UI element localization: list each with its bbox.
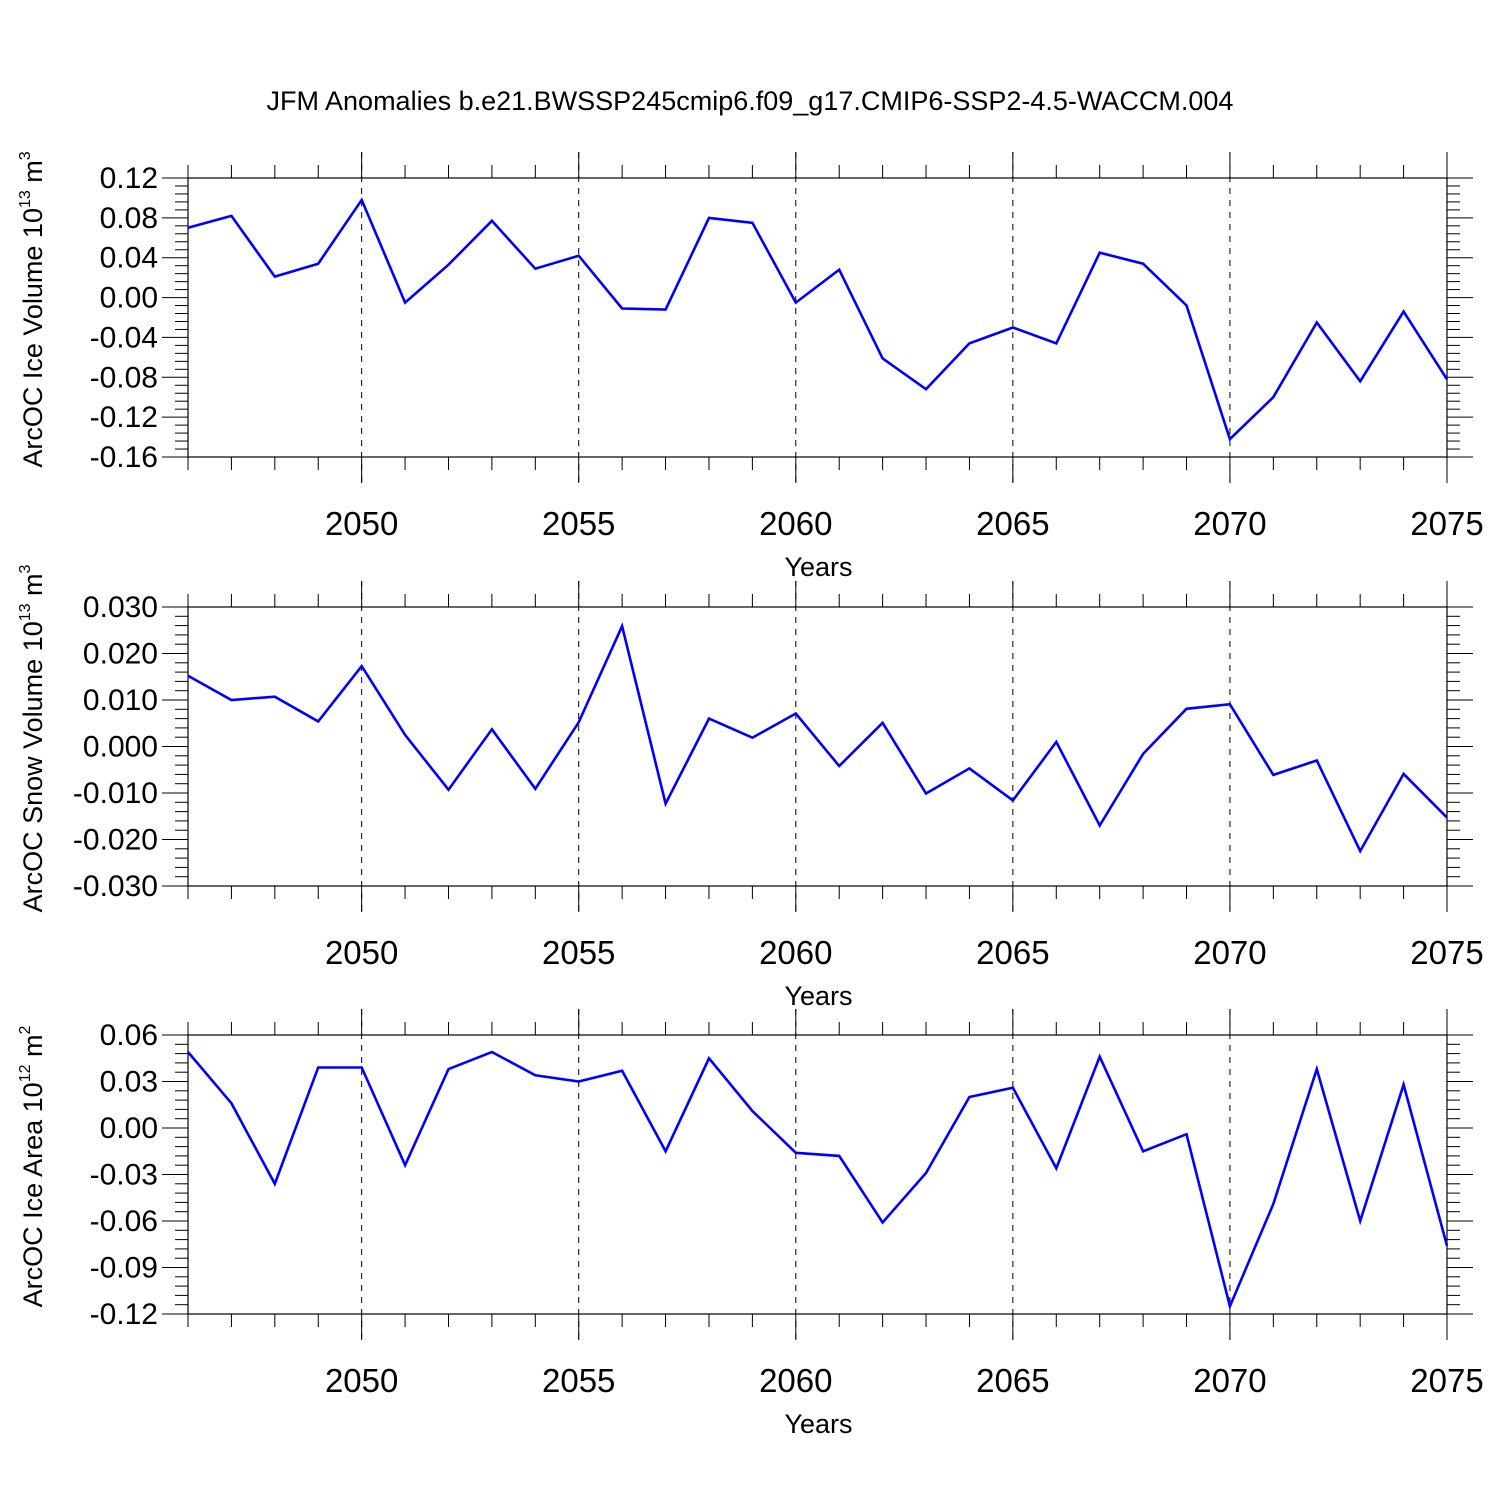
- y-tick-label: 0.000: [83, 731, 158, 764]
- y-tick-label: 0.00: [100, 1112, 158, 1145]
- x-tick-label: 2075: [1410, 1362, 1483, 1399]
- y-tick-label: 0.12: [100, 162, 158, 195]
- y-tick-label: -0.16: [90, 441, 158, 474]
- y-tick-label: -0.04: [90, 321, 158, 354]
- x-tick-label: 2065: [976, 505, 1049, 542]
- x-tick-label: 2055: [542, 1362, 615, 1399]
- chart-panel-2: 0.030 0.020 0.010 0.000 -0.010 -0.020 -0.030 20…: [17, 564, 1484, 1011]
- plot-frame: [187, 606, 1448, 887]
- x-tick-label: 2075: [1410, 505, 1483, 542]
- x-tick-label: 2070: [1193, 505, 1266, 542]
- x-tick-label: 2060: [759, 1362, 832, 1399]
- y-tick-label: 0.06: [100, 1019, 158, 1052]
- chart-panel-1: 0.12 0.08 0.04 0.00 -0.04 -0.08 -0.12 -0.16 2050…: [17, 151, 1484, 582]
- series-line: [187, 1050, 1449, 1311]
- plot-frame: [187, 1034, 1448, 1315]
- y-axis-label: ArcOC Ice Area 1012 m2: [17, 1026, 48, 1308]
- y-tick-label: 0.04: [100, 242, 158, 275]
- x-tick-label: 2055: [542, 934, 615, 971]
- y-tick-label: -0.12: [90, 401, 158, 434]
- y-tick-label: -0.12: [90, 1298, 158, 1331]
- x-tick-label: 2060: [759, 505, 832, 542]
- series-line: [187, 197, 1449, 442]
- y-tick-label: 0.00: [100, 282, 158, 315]
- x-tick-label: 2050: [325, 1362, 398, 1399]
- y-tick-label: -0.06: [90, 1205, 158, 1238]
- y-tick-label: 0.08: [100, 202, 158, 235]
- y-tick-label: 0.010: [83, 684, 158, 717]
- x-tick-label: 2060: [759, 934, 832, 971]
- y-tick-label: -0.03: [90, 1159, 158, 1192]
- y-tick-label: -0.08: [90, 361, 158, 394]
- x-tick-label: 2075: [1410, 934, 1483, 971]
- x-axis-label: Years: [784, 981, 852, 1011]
- x-tick-label: 2050: [325, 934, 398, 971]
- x-tick-label: 2055: [542, 505, 615, 542]
- chart-title: JFM Anomalies b.e21.BWSSP245cmip6.f09_g1…: [267, 86, 1234, 116]
- x-tick-label: 2065: [976, 1362, 1049, 1399]
- plot-frame: [187, 177, 1448, 458]
- x-axis-label: Years: [784, 1409, 852, 1439]
- x-tick-label: 2065: [976, 934, 1049, 971]
- y-axis-label: ArcOC Snow Volume 1013 m3: [17, 564, 48, 912]
- chart-panel-3: 0.06 0.03 0.00 -0.03 -0.06 -0.09 -0.12 2050 2055…: [17, 1009, 1484, 1439]
- series-line: [187, 622, 1448, 854]
- y-tick-label: 0.03: [100, 1066, 158, 1099]
- y-tick-label: 0.030: [83, 591, 158, 624]
- y-tick-label: 0.020: [83, 638, 158, 671]
- y-tick-label: -0.020: [73, 824, 158, 857]
- y-tick-label: -0.09: [90, 1252, 158, 1285]
- x-axis-label: Years: [784, 552, 852, 582]
- y-axis-label: ArcOC Ice Volume 1013 m3: [17, 151, 48, 467]
- x-tick-label: 2070: [1193, 934, 1266, 971]
- y-tick-label: -0.010: [73, 777, 158, 810]
- x-tick-label: 2070: [1193, 1362, 1266, 1399]
- x-tick-label: 2050: [325, 505, 398, 542]
- y-tick-label: -0.030: [73, 870, 158, 903]
